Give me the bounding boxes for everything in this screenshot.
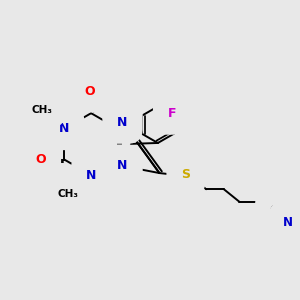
- Text: F: F: [168, 107, 176, 120]
- Text: C: C: [269, 204, 278, 217]
- Text: N: N: [117, 159, 128, 172]
- Text: S: S: [182, 168, 190, 181]
- Text: N: N: [59, 122, 70, 135]
- Text: O: O: [84, 85, 95, 98]
- Text: N: N: [86, 169, 96, 182]
- Text: CH₃: CH₃: [58, 189, 79, 199]
- Text: O: O: [35, 153, 46, 166]
- Text: N: N: [117, 116, 128, 129]
- Text: N: N: [283, 216, 293, 229]
- Text: CH₃: CH₃: [31, 104, 52, 115]
